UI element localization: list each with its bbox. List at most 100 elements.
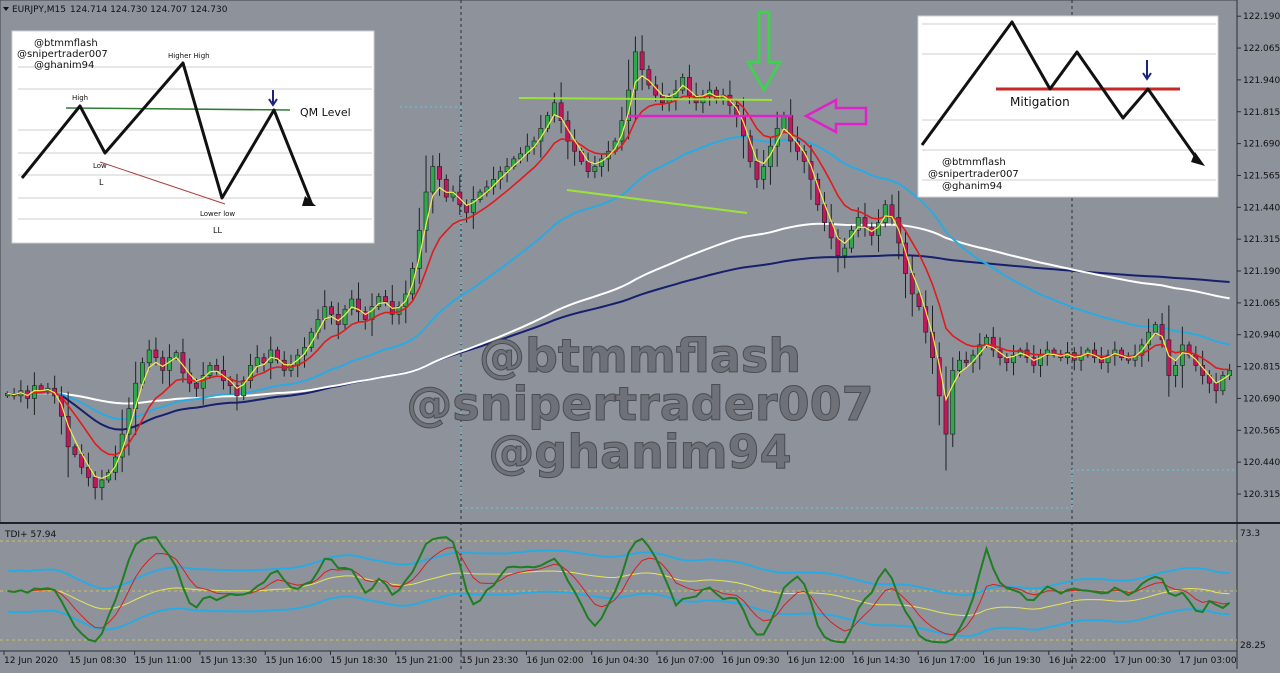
- label-low: Low: [93, 162, 107, 170]
- candle-body: [511, 158, 517, 167]
- candle-body: [862, 217, 868, 228]
- candle-body: [551, 102, 557, 116]
- price-tick-label: 121.940: [1243, 76, 1280, 86]
- price-tick-label: 120.940: [1243, 331, 1280, 341]
- candle-body: [281, 359, 287, 371]
- candle-body: [261, 357, 267, 364]
- candle-body: [423, 191, 429, 231]
- candle-body: [268, 349, 274, 364]
- candle-body: [153, 349, 159, 358]
- candle-body: [362, 311, 368, 320]
- time-tick-label: 12 Jun 2020: [4, 656, 58, 666]
- time-tick-label: 15 Jun 18:30: [331, 656, 388, 666]
- watermark-line-1: @btmmflash: [479, 329, 801, 383]
- candle-body: [1159, 324, 1165, 341]
- candle-body: [99, 479, 105, 488]
- label-higher-high: Higher High: [168, 52, 210, 60]
- resistance-line-lime: [518, 97, 773, 101]
- candle-body: [768, 145, 773, 167]
- candle-body: [761, 166, 767, 180]
- inset-left-rules: [18, 66, 372, 220]
- candle-body: [86, 466, 91, 478]
- candle-body: [443, 178, 449, 198]
- candle-body: [194, 382, 199, 389]
- watermark: @btmmflash @snipertrader007 @ghanim94: [406, 329, 874, 480]
- candle-body: [680, 77, 686, 91]
- qm-level-sketch-line: [65, 107, 291, 111]
- trend-line-lime: [566, 189, 748, 214]
- tdi-signal-line: [7, 546, 1230, 636]
- price-tick-label: 121.815: [1243, 108, 1280, 118]
- candle-body: [950, 370, 956, 435]
- candle-body: [835, 237, 841, 257]
- price-pane[interactable]: @btmmflash @snipertrader007 @ghanim94 EU…: [0, 0, 1238, 669]
- candle-body: [1152, 324, 1158, 333]
- candle-body: [437, 166, 442, 180]
- candle-body: [1031, 357, 1037, 366]
- price-tick-label: 121.565: [1243, 171, 1280, 181]
- tdi-market-base-line: [7, 570, 1230, 617]
- price-tick-label: 122.065: [1243, 44, 1280, 54]
- candle-body: [1173, 364, 1178, 376]
- label-low-short: L: [99, 178, 104, 187]
- price-tick-label: 120.690: [1243, 394, 1280, 404]
- time-tick-label: 17 Jun 03:00: [1179, 656, 1236, 666]
- time-tick-label: 17 Jun 00:30: [1114, 656, 1171, 666]
- candle-body: [565, 120, 571, 142]
- price-tick-label: 120.315: [1243, 490, 1280, 500]
- candle-body: [849, 229, 854, 249]
- fast-emas: [7, 75, 1230, 479]
- blue-down-arrow-icon-right: [1142, 60, 1152, 81]
- candle-body: [160, 357, 166, 371]
- qm-zigzag-path: [20, 61, 314, 206]
- sketch-arrowhead-icon: [302, 196, 316, 206]
- candle-body: [585, 161, 591, 172]
- time-tick-label: 16 Jun 17:00: [918, 656, 975, 666]
- price-axis-background: [1237, 0, 1280, 669]
- inset-right-rules: [922, 23, 1216, 181]
- price-tick-label: 121.440: [1243, 203, 1280, 213]
- time-tick-label: 15 Jun 08:30: [69, 656, 126, 666]
- price-tick-label: 121.315: [1243, 235, 1280, 245]
- tdi-pane[interactable]: TDI+ 57.94 73.3 28.25: [0, 529, 1266, 651]
- candle-body: [430, 166, 436, 193]
- candle-body: [1017, 349, 1023, 356]
- time-tick-label: 16 Jun 09:30: [722, 656, 779, 666]
- price-tick-label: 122.190: [1243, 12, 1280, 22]
- candle-body: [963, 359, 969, 364]
- price-axis[interactable]: 122.190 122.065 121.940 121.815 121.690 121.5…: [1236, 0, 1280, 669]
- inset-right-handle-1: @btmmflash: [942, 157, 1006, 168]
- candle-body: [187, 372, 193, 384]
- candle-body: [639, 51, 645, 71]
- candle-body: [687, 77, 692, 96]
- candle-body: [207, 364, 213, 376]
- watermark-line-3: @ghanim94: [488, 425, 791, 479]
- inset-left-handle-1: @btmmflash: [34, 38, 98, 49]
- time-tick-label: 16 Jun 14:30: [853, 656, 910, 666]
- inset-mitigation-sketch: Mitigation @btmmflash @snipertrader007 @…: [917, 15, 1219, 198]
- magenta-left-arrow-icon: [803, 97, 868, 135]
- time-axis[interactable]: 12 Jun 2020 15 Jun 08:30 15 Jun 11:00 15 Ju…: [0, 650, 1237, 666]
- dropdown-triangle-icon[interactable]: [3, 7, 9, 11]
- candle-body: [65, 415, 71, 448]
- candle-body: [241, 380, 247, 397]
- time-tick-label: 16 Jun 07:00: [657, 656, 714, 666]
- time-tick-label: 15 Jun 21:00: [396, 656, 453, 666]
- candle-body: [558, 102, 564, 121]
- inset-right-handle-2: @snipertrader007: [928, 169, 1019, 180]
- candle-body: [1092, 349, 1097, 358]
- candle-body: [855, 217, 861, 231]
- candle-body: [646, 69, 652, 86]
- candle-body: [167, 357, 172, 371]
- candle-body: [943, 395, 949, 435]
- candle-body: [754, 161, 760, 180]
- lower-low-sketch-line: [99, 161, 226, 205]
- candle-body: [1119, 349, 1124, 358]
- price-tick-label: 120.565: [1243, 426, 1280, 436]
- candle-body: [747, 135, 753, 162]
- candle-body: [356, 298, 361, 313]
- ema-yellow-line: [7, 75, 1230, 479]
- time-tick-label: 15 Jun 13:30: [200, 656, 257, 666]
- candlesticks: [4, 35, 1233, 501]
